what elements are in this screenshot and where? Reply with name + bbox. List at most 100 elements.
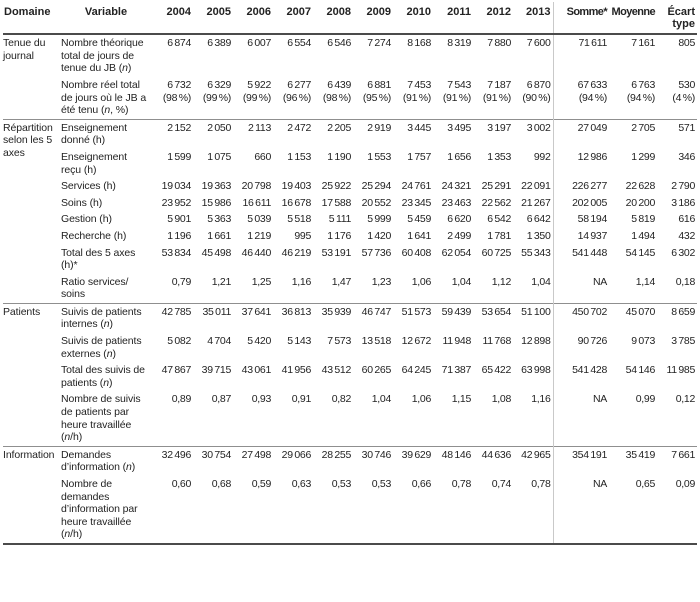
value-cell: 60 265 (361, 364, 392, 377)
value-cell: 0,79 (171, 275, 192, 288)
variable-label: Gestion (h) (61, 213, 112, 226)
col-year-2009: 2009 (353, 2, 393, 36)
table-row: Suivis de patients externes (n) 5 082 4 70… (3, 333, 697, 363)
col-moyenne: Moyenne (609, 2, 657, 36)
moyenne-cell: 54 146 (625, 364, 656, 377)
value-cell: 6 874 (153, 33, 193, 77)
ecart-cell: 8 659 (657, 302, 697, 334)
value-cell: 6 439 (98 %) (322, 78, 351, 104)
ecart-cell: 346 (678, 150, 695, 163)
value-cell: 3 197 (473, 118, 513, 149)
col-year-2008: 2008 (313, 2, 353, 36)
somme-cell: 71 611 (552, 33, 609, 77)
value-cell: 65 422 (481, 364, 512, 377)
col-year-2005: 2005 (193, 2, 233, 36)
value-cell: 0,78 (531, 478, 551, 490)
moyenne-cell: 5 819 (631, 213, 655, 226)
ecart-cell: 571 (657, 118, 697, 149)
value-cell: 35 011 (193, 302, 233, 334)
value-cell: 1,25 (251, 275, 272, 288)
value-cell: 5 922 (99 %) (242, 78, 271, 104)
somme-cell: NA (552, 273, 609, 304)
value-cell: 5 901 (167, 213, 191, 226)
value-cell: 36 813 (273, 302, 313, 334)
value-cell: 7 187 (91 %) (482, 78, 511, 104)
domaine-cell: Répartition selon les 5 axes (3, 118, 61, 304)
table-row: Total des 5 axes (h)* 53 834 45 498 46 440 4… (3, 244, 697, 274)
somme-cell: 14 937 (552, 227, 609, 245)
value-cell: 53 191 (321, 246, 352, 259)
value-cell: 6 277 (96 %) (282, 78, 311, 104)
variable-label: Nombre de demandes d’information par heu… (61, 478, 138, 541)
value-cell: 46 440 (241, 246, 272, 259)
value-cell: 6 554 (273, 33, 313, 77)
col-somme: Somme* (552, 2, 609, 36)
ecart-cell: 7 661 (657, 445, 697, 476)
value-cell: 0,63 (291, 478, 312, 490)
value-cell: 59 439 (433, 302, 473, 334)
value-cell: 37 641 (233, 302, 273, 334)
value-cell: 16 611 (242, 196, 271, 209)
value-cell: 2 919 (353, 118, 393, 149)
somme-cell: 354 191 (552, 445, 609, 476)
value-cell: 0,93 (251, 393, 272, 406)
col-variable: Variable (61, 2, 153, 36)
somme-cell: 90 726 (552, 333, 609, 363)
somme-cell: NA (552, 391, 609, 447)
value-cell: 1,06 (411, 393, 432, 406)
value-cell: 64 245 (401, 364, 432, 377)
value-cell: 1 656 (447, 150, 471, 163)
table-row: Répartition selon les 5 axes Enseignement… (3, 118, 697, 304)
variable-label: Ratio services/ soins (61, 275, 129, 301)
value-cell: 20 552 (361, 196, 392, 209)
value-cell: 22 091 (521, 180, 551, 193)
col-year-2010: 2010 (393, 2, 433, 36)
somme-cell: 541 428 (552, 362, 609, 392)
value-cell: 19 034 (161, 180, 192, 193)
value-cell: 46 219 (281, 246, 312, 259)
value-cell: 7 600 (513, 33, 553, 77)
value-cell: 4 704 (207, 335, 231, 348)
value-cell: 57 736 (361, 246, 392, 259)
value-cell: 992 (533, 150, 551, 163)
value-cell: 0,68 (211, 478, 232, 490)
value-cell: 0,78 (451, 478, 472, 490)
value-cell: 6 007 (233, 33, 273, 77)
variable-label: Suivis de patients internes (n) (61, 302, 153, 334)
value-cell: 2 499 (447, 229, 471, 242)
value-cell: 6 642 (526, 213, 551, 226)
ecart-cell: 616 (678, 213, 695, 226)
table-row: Soins (h) 23 952 15 986 16 611 16 678 17 588 2… (3, 194, 697, 212)
value-cell: 6 546 (313, 33, 353, 77)
value-cell: 8 319 (433, 33, 473, 77)
moyenne-cell: 2 705 (609, 118, 657, 149)
value-cell: 6 389 (193, 33, 233, 77)
table-row: Recherche (h) 1 196 1 661 1 219 995 1 176 1 42… (3, 227, 697, 245)
value-cell: 1 641 (407, 229, 431, 242)
moyenne-cell: 54 145 (625, 246, 656, 259)
value-cell: 11 948 (442, 335, 471, 348)
value-cell: 6 732 (98 %) (162, 78, 191, 104)
value-cell: 51 573 (393, 302, 433, 334)
value-cell: 1 190 (327, 150, 351, 163)
value-cell: 22 562 (481, 196, 512, 209)
col-year-2004: 2004 (153, 2, 193, 36)
value-cell: 1,16 (531, 393, 551, 406)
somme-cell: 27 049 (552, 118, 609, 149)
value-cell: 1,04 (451, 275, 472, 288)
moyenne-cell: 1 299 (631, 150, 655, 163)
somme-cell: 12 986 (552, 148, 609, 179)
value-cell: 7 274 (353, 33, 393, 77)
value-cell: 0,74 (491, 478, 512, 490)
value-cell: 39 715 (201, 364, 232, 377)
value-cell: 1 353 (487, 150, 511, 163)
value-cell: 0,89 (171, 393, 192, 406)
value-cell: 1 350 (526, 229, 551, 242)
value-cell: 43 512 (321, 364, 352, 377)
somme-cell: 226 277 (552, 178, 609, 195)
table-row: Services (h) 19 034 19 363 20 798 19 403 25 9… (3, 178, 697, 195)
variable-label: Soins (h) (61, 196, 103, 209)
variable-label: Enseignement donné (h) (61, 118, 153, 149)
value-cell: 6 881 (95 %) (362, 78, 391, 104)
value-cell: 60 725 (481, 246, 512, 259)
